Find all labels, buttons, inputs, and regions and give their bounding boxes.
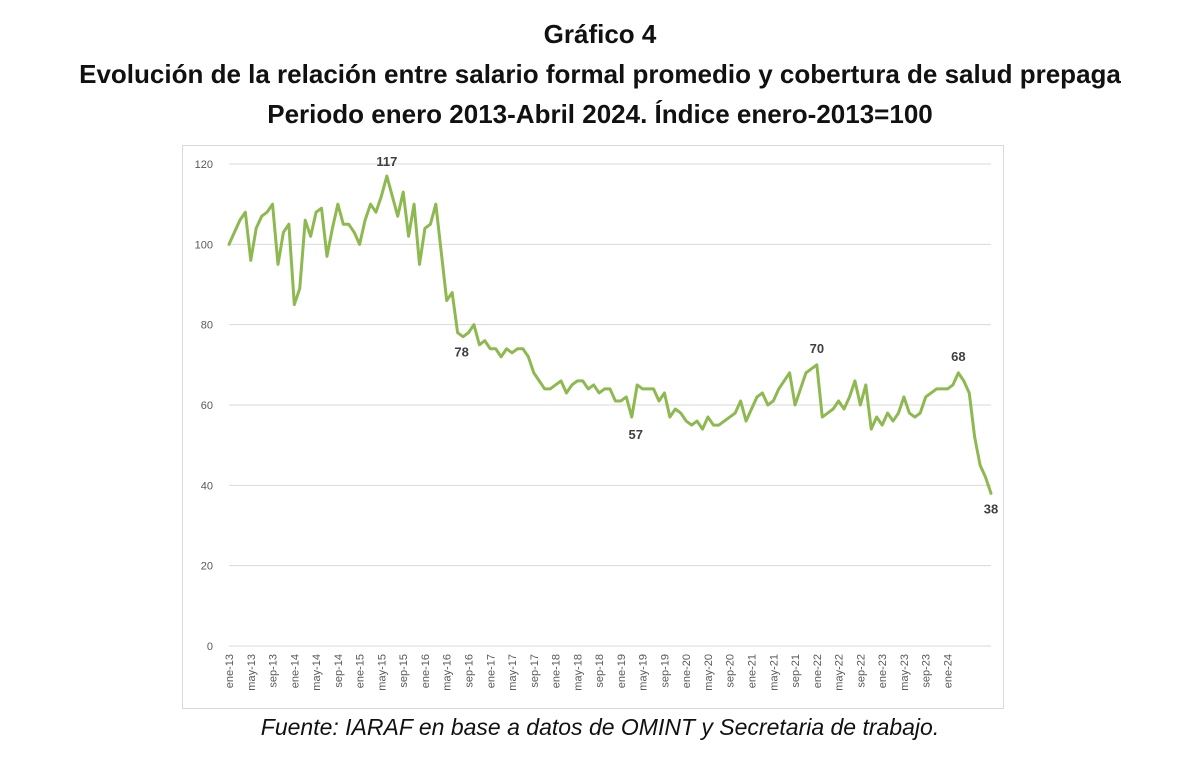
y-tick-label: 80 xyxy=(201,320,213,332)
x-tick-label: ene-18 xyxy=(551,654,563,688)
title-block: Gráfico 4 Evolución de la relación entre… xyxy=(0,14,1200,134)
data-label: 78 xyxy=(454,345,468,360)
x-tick-label: sep-21 xyxy=(790,654,802,688)
x-tick-label: ene-16 xyxy=(420,654,432,688)
x-tick-label: sep-16 xyxy=(463,654,475,688)
x-tick-label: may-23 xyxy=(899,654,911,691)
series-line xyxy=(227,174,993,495)
x-tick-label: sep-23 xyxy=(921,654,933,688)
data-label: 117 xyxy=(376,154,397,169)
y-tick-label: 60 xyxy=(201,400,213,412)
y-tick-label: 40 xyxy=(201,480,213,492)
x-tick-label: sep-17 xyxy=(529,654,541,688)
chart-subtitle-line2: Periodo enero 2013-Abril 2024. Índice en… xyxy=(267,99,933,129)
x-tick-label: ene-15 xyxy=(355,654,367,688)
x-tick-label: ene-24 xyxy=(942,654,954,688)
x-tick-label: may-14 xyxy=(311,654,323,691)
series-path xyxy=(227,174,993,495)
x-tick-label: may-15 xyxy=(376,654,388,691)
x-tick-label: ene-17 xyxy=(485,654,497,688)
x-tick-label: sep-20 xyxy=(725,654,737,688)
x-tick-label: may-20 xyxy=(703,654,715,691)
line-chart: 0 20 40 60 80 100 120 ene-13 may-13 sep-13 ene-14… xyxy=(195,154,999,691)
chart-frame: 0 20 40 60 80 100 120 ene-13 may-13 sep-13 ene-14… xyxy=(182,145,1004,709)
chart-title: Gráfico 4 xyxy=(543,19,657,49)
x-tick-label: sep-19 xyxy=(659,654,671,688)
x-tick-label: ene-21 xyxy=(747,654,759,688)
x-tick-label: sep-14 xyxy=(333,654,345,688)
data-label: 70 xyxy=(810,341,824,356)
y-tick-label: 0 xyxy=(207,641,213,653)
x-tick-label: ene-23 xyxy=(877,654,889,688)
x-tick-label: sep-13 xyxy=(268,654,280,688)
x-tick-label: may-21 xyxy=(768,654,780,691)
source-note: Fuente: IARAF en base a datos de OMINT y… xyxy=(260,714,940,740)
x-axis-ticks: ene-13 may-13 sep-13 ene-14 may-14 sep-14 ene-… xyxy=(224,654,954,691)
x-tick-label: ene-13 xyxy=(224,654,236,688)
chart-subtitle-line1: Evolución de la relación entre salario f… xyxy=(79,59,1121,89)
x-tick-label: may-13 xyxy=(246,654,258,691)
data-annotations: 117 78 57 70 68 38 xyxy=(376,154,998,516)
x-tick-label: may-17 xyxy=(507,654,519,691)
x-tick-label: sep-22 xyxy=(855,654,867,688)
x-tick-label: ene-22 xyxy=(812,654,824,688)
y-tick-label: 20 xyxy=(201,561,213,573)
y-axis-ticks: 0 20 40 60 80 100 120 xyxy=(195,159,213,653)
x-tick-label: ene-19 xyxy=(616,654,628,688)
x-tick-label: sep-18 xyxy=(594,654,606,688)
x-tick-label: may-22 xyxy=(834,654,846,691)
data-label: 38 xyxy=(984,501,998,516)
x-tick-label: may-18 xyxy=(572,654,584,691)
x-tick-label: sep-15 xyxy=(398,654,410,688)
x-tick-label: may-19 xyxy=(638,654,650,691)
y-tick-label: 100 xyxy=(195,239,213,251)
x-tick-label: ene-20 xyxy=(681,654,693,688)
gridlines xyxy=(229,163,991,647)
y-tick-label: 120 xyxy=(195,159,213,171)
data-label: 57 xyxy=(629,427,643,442)
x-tick-label: ene-14 xyxy=(289,654,301,688)
x-tick-label: may-16 xyxy=(442,654,454,691)
data-label: 68 xyxy=(951,349,965,364)
